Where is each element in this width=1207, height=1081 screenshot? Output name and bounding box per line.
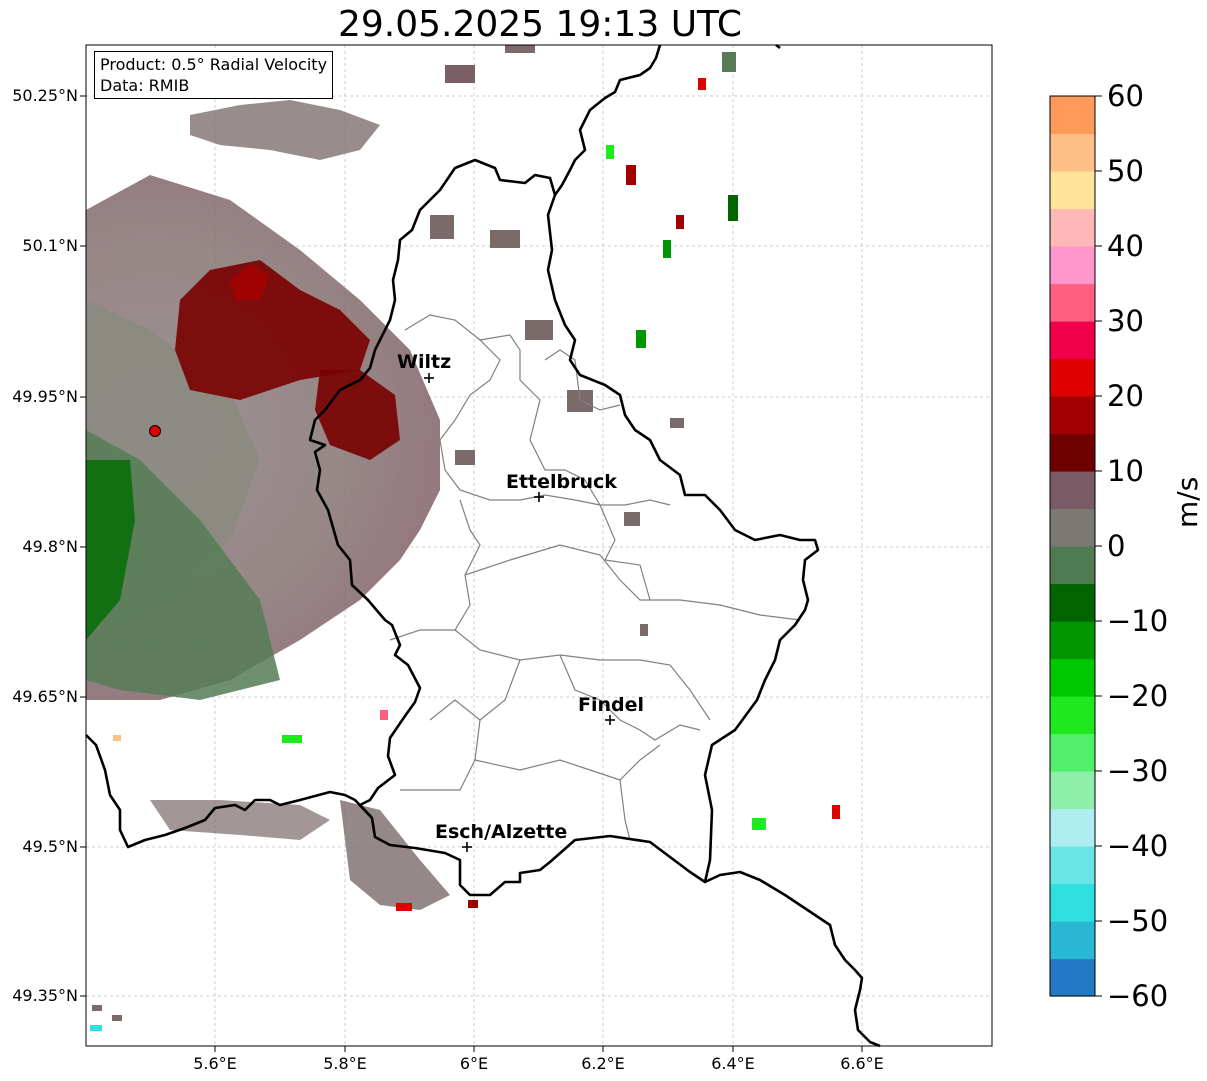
colorbar-band [1050, 396, 1095, 435]
colorbar-band [1050, 471, 1095, 510]
city-marker-esch [462, 842, 472, 852]
colorbar-tick-label: 10 [1107, 454, 1144, 488]
colorbar-tick-label: 40 [1107, 229, 1144, 263]
colorbar-tick-label: −40 [1107, 829, 1169, 863]
colorbar-band [1050, 846, 1095, 885]
colorbar-band [1050, 883, 1095, 922]
colorbar-band [1050, 771, 1095, 810]
colorbar-band [1050, 208, 1095, 247]
colorbar-band [1050, 358, 1095, 397]
colorbar-band [1050, 546, 1095, 585]
colorbar-band [1050, 733, 1095, 772]
colorbar [1049, 95, 1102, 997]
colorbar-band [1050, 583, 1095, 622]
city-label-ettelbruck: Ettelbruck [506, 471, 617, 493]
colorbar-band [1050, 508, 1095, 547]
lon-label: 5.6°E [193, 1054, 237, 1073]
colorbar-tick-label: 60 [1107, 79, 1144, 113]
colorbar-band [1050, 96, 1095, 135]
city-label-findel: Findel [578, 694, 645, 716]
colorbar-band [1050, 958, 1095, 997]
lat-label: 49.95°N [12, 387, 78, 406]
city-marker-findel [605, 715, 615, 725]
colorbar-band [1050, 658, 1095, 697]
radar-site-marker [149, 425, 161, 437]
colorbar-tick-label: −50 [1107, 904, 1169, 938]
lon-label: 6°E [459, 1054, 489, 1073]
city-label-esch: Esch/Alzette [435, 821, 568, 843]
lon-label: 6.2°E [581, 1054, 625, 1073]
lat-label: 50.1°N [22, 236, 78, 255]
axis-ticks [80, 95, 863, 1052]
city-label-wiltz: Wiltz [397, 351, 452, 373]
colorbar-band [1050, 133, 1095, 172]
canton-boundaries [389, 314, 801, 841]
map-frame [85, 44, 993, 1047]
product-label: Product: 0.5° Radial Velocity [100, 55, 328, 74]
colorbar-tick-label: 20 [1107, 379, 1144, 413]
map-title: 29.05.2025 19:13 UTC [337, 4, 743, 45]
lat-label: 49.5°N [22, 837, 78, 856]
colorbar-band [1050, 171, 1095, 210]
colorbar-tick-label: 30 [1107, 304, 1144, 338]
info-box: Product: 0.5° Radial Velocity Data: RMIB [94, 51, 334, 99]
city-marker-ettelbruck [534, 492, 544, 502]
city-marker-wiltz [424, 373, 434, 383]
data-source-label: Data: RMIB [100, 76, 190, 95]
colorbar-band [1050, 921, 1095, 960]
colorbar-band [1050, 246, 1095, 285]
colorbar-tick-label: 0 [1107, 529, 1126, 563]
lat-label: 49.65°N [12, 687, 78, 706]
colorbar-unit-label: m/s [1171, 476, 1204, 528]
lon-label: 5.8°E [323, 1054, 367, 1073]
lat-label: 49.8°N [22, 537, 78, 556]
national-borders [85, 43, 881, 1048]
colorbar-bands [1050, 96, 1095, 997]
colorbar-band [1050, 696, 1095, 735]
colorbar-tick-label: 50 [1107, 154, 1144, 188]
colorbar-ticks [1095, 95, 1102, 997]
lon-label: 6.6°E [840, 1054, 884, 1073]
lon-label: 6.4°E [711, 1054, 755, 1073]
lat-label: 49.35°N [12, 986, 78, 1005]
colorbar-band [1050, 433, 1095, 472]
colorbar-band [1050, 621, 1095, 660]
colorbar-tick-label: −20 [1107, 679, 1169, 713]
lat-label: 50.25°N [12, 86, 78, 105]
colorbar-band [1050, 283, 1095, 322]
colorbar-band [1050, 321, 1095, 360]
radar-echoes [86, 45, 840, 1031]
city-markers [424, 373, 615, 852]
colorbar-tick-label: −60 [1107, 979, 1169, 1013]
colorbar-band [1050, 808, 1095, 847]
colorbar-tick-label: −10 [1107, 604, 1169, 638]
colorbar-tick-label: −30 [1107, 754, 1169, 788]
